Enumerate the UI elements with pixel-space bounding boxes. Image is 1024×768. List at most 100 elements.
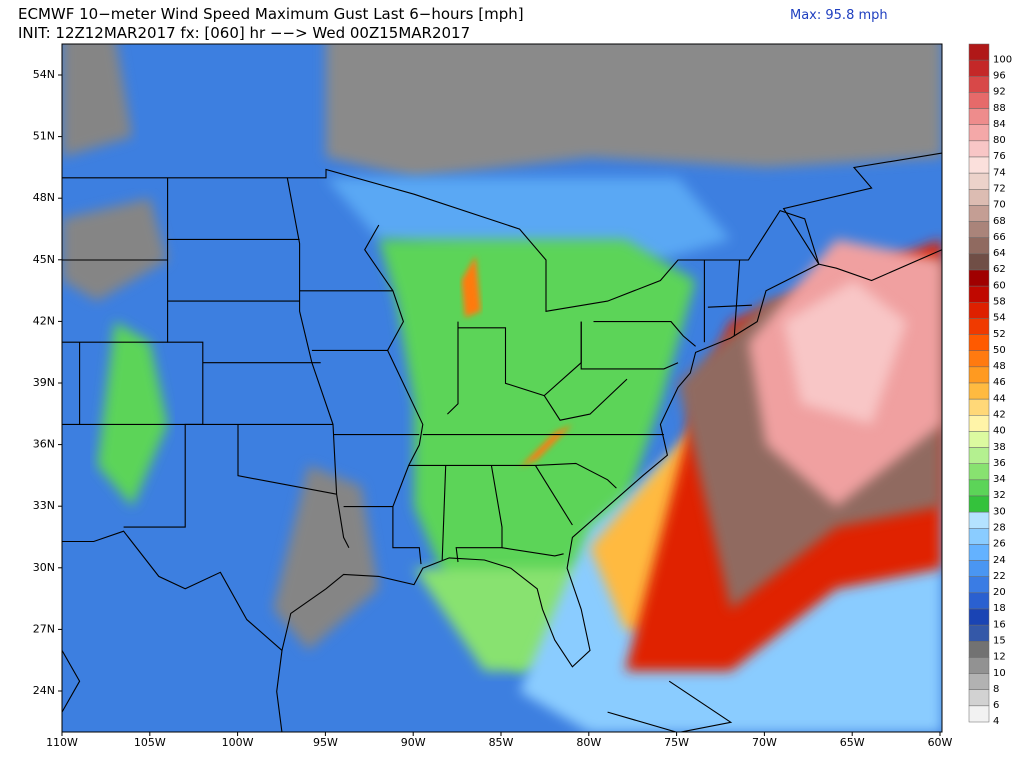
colorbar-swatch: [968, 528, 990, 545]
lon-label: 85W: [489, 736, 514, 749]
state-border: [501, 547, 564, 557]
colorbar-swatch: [968, 705, 990, 723]
colorbar-swatch: [968, 608, 990, 626]
lat-label: 45N: [33, 253, 55, 266]
lon-label: 100W: [222, 736, 254, 749]
colorbar-swatch: [968, 92, 990, 109]
state-border: [733, 259, 741, 337]
boundaries: [62, 152, 942, 732]
colorbar-label: 72: [993, 183, 1006, 194]
coastline: [782, 152, 942, 282]
colorbar-label: 62: [993, 264, 1006, 275]
max-label: Max: 95.8 mph: [790, 8, 888, 23]
map: [62, 44, 942, 732]
colorbar-swatch: [968, 382, 990, 400]
colorbar-label: 22: [993, 571, 1006, 582]
state-border: [707, 304, 752, 308]
state-border: [447, 321, 459, 415]
colorbar-swatch: [968, 624, 990, 642]
lat-label: 51N: [33, 130, 55, 143]
colorbar-label: 68: [993, 216, 1006, 227]
colorbar-label: 84: [993, 119, 1006, 130]
colorbar-swatch: [968, 641, 990, 658]
calm-zone: [273, 465, 379, 651]
colorbar-swatch: [968, 398, 990, 416]
colorbar-swatch: [968, 318, 990, 335]
state-border: [441, 465, 447, 561]
state-border: [237, 424, 337, 495]
colorbar-label: 54: [993, 313, 1006, 324]
colorbar-swatch: [968, 366, 990, 384]
green-zone: [97, 321, 168, 507]
colorbar-label: 4: [993, 716, 999, 727]
state-border: [387, 350, 424, 565]
colorbar-label: 40: [993, 426, 1006, 437]
state-border: [408, 462, 617, 489]
colorbar-swatch: [968, 350, 990, 368]
colorbar-label: 32: [993, 490, 1006, 501]
lon-label: 90W: [401, 736, 426, 749]
storm-core: [783, 280, 907, 425]
country-border: [62, 530, 283, 651]
coastline: [607, 680, 733, 732]
colorbar-swatch: [968, 479, 990, 497]
lat-label: 54N: [33, 68, 55, 81]
colorbar-swatch: [968, 560, 990, 577]
title: ECMWF 10−meter Wind Speed Maximum Gust L…: [18, 5, 524, 23]
lat-label: 42N: [33, 314, 55, 327]
colorbar-label: 88: [993, 103, 1006, 114]
country-border: [62, 168, 820, 312]
colorbar-swatch: [968, 221, 990, 238]
wind-field: [62, 44, 942, 732]
colorbar-label: 48: [993, 361, 1006, 372]
colorbar-swatch: [968, 447, 990, 464]
colorbar-swatch: [968, 205, 990, 222]
colorbar-swatch: [968, 673, 990, 690]
colorbar-swatch: [968, 511, 990, 529]
colorbar-label: 8: [993, 684, 999, 695]
colorbar-swatch: [968, 43, 990, 61]
colorbar-swatch: [968, 253, 990, 271]
calm-zone: [62, 198, 168, 302]
colorbar-label: 42: [993, 409, 1006, 420]
colorbar-label: 28: [993, 522, 1006, 533]
colorbar-label: 34: [993, 474, 1006, 485]
colorbar-label: 100: [993, 54, 1012, 65]
colorbar-label: 52: [993, 329, 1006, 340]
coastline: [62, 650, 81, 713]
colorbar-label: 36: [993, 458, 1006, 469]
colorbar-label: 38: [993, 442, 1006, 453]
lon-label: 75W: [664, 736, 689, 749]
colorbar-label: 30: [993, 506, 1006, 517]
calm-zone: [62, 44, 133, 158]
lat-label: 30N: [33, 561, 55, 574]
lat-label: 39N: [33, 376, 55, 389]
colorbar-swatch: [968, 431, 990, 448]
colorbar-swatch: [968, 269, 990, 287]
lat-label: 24N: [33, 684, 55, 697]
colorbar-label: 46: [993, 377, 1006, 388]
lat-label: 33N: [33, 499, 55, 512]
lon-label: 110W: [46, 736, 78, 749]
colorbar-label: 16: [993, 619, 1006, 630]
colorbar-swatch: [968, 334, 990, 351]
colorbar-swatch: [968, 302, 990, 319]
lon-label: 80W: [576, 736, 601, 749]
colorbar-label: 60: [993, 280, 1006, 291]
colorbar-label: 6: [993, 700, 999, 711]
colorbar-swatch: [968, 59, 990, 77]
colorbar-label: 50: [993, 345, 1006, 356]
colorbar-swatch: [968, 76, 990, 93]
colorbar: 1009692888480767472706866646260585452504…: [968, 43, 1012, 727]
colorbar-swatch: [968, 657, 990, 674]
colorbar-swatch: [968, 237, 990, 255]
lat-label: 48N: [33, 191, 55, 204]
lon-label: 65W: [840, 736, 865, 749]
subtitle: INIT: 12Z12MAR2017 fx: [060] hr −−> Wed …: [18, 24, 470, 42]
colorbar-label: 18: [993, 603, 1006, 614]
lon-label: 105W: [134, 736, 166, 749]
colorbar-label: 26: [993, 539, 1006, 550]
colorbar-label: 12: [993, 652, 1006, 663]
colorbar-swatch: [968, 124, 990, 142]
